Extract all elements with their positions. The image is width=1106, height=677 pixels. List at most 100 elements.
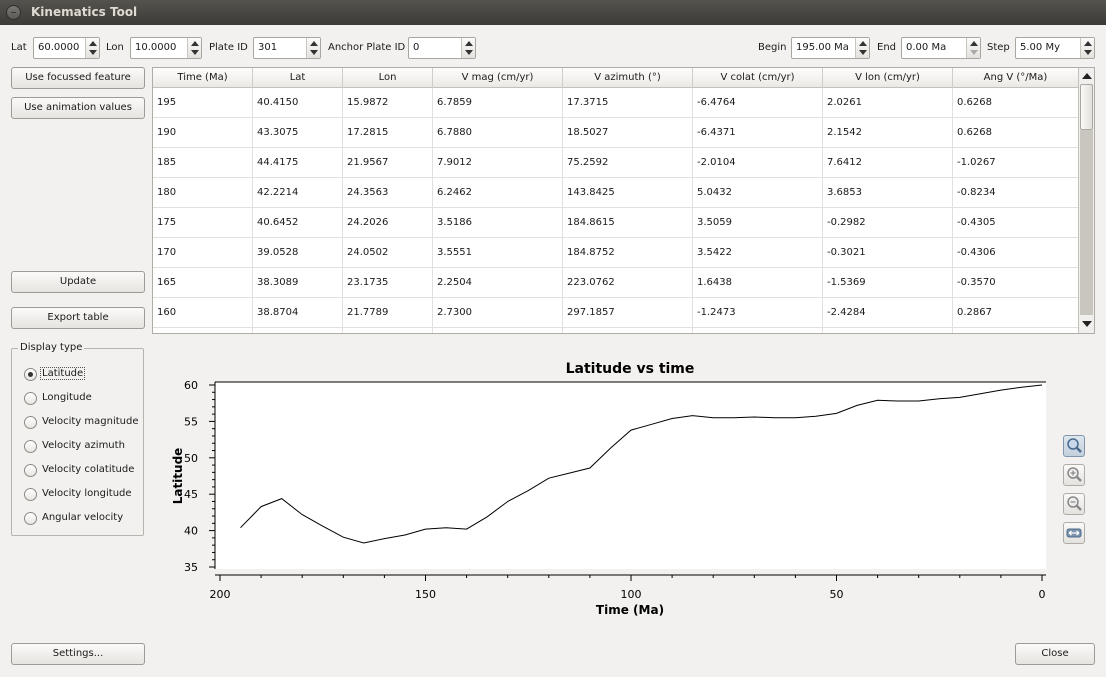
table-row[interactable]: 180 42.2214 24.3563 6.2462 143.8425 5.0432 3.6…: [153, 178, 1079, 208]
column-header-v-colat[interactable]: V colat (cm/yr): [693, 68, 823, 88]
table-row[interactable]: 160 38.8704 21.7789 2.7300 297.1857 -1.2473 -2…: [153, 298, 1079, 328]
table-cell[interactable]: 3.6853: [823, 178, 953, 208]
plate-id-spin-arrows[interactable]: [306, 38, 320, 58]
radio-circle-icon[interactable]: [24, 392, 37, 405]
table-cell[interactable]: 184.8752: [563, 238, 693, 268]
table-cell[interactable]: 5.0432: [693, 178, 823, 208]
table-cell[interactable]: 24.0502: [343, 238, 433, 268]
radio-label[interactable]: Velocity azimuth: [42, 440, 125, 451]
column-header-v-azimuth[interactable]: V azimuth (°): [563, 68, 693, 88]
radio-circle-icon[interactable]: [24, 512, 37, 525]
lat-value[interactable]: 60.0000: [38, 42, 80, 53]
table-row[interactable]: 175 40.6452 24.2026 3.5186 184.8615 3.5059 -0.…: [153, 208, 1079, 238]
radio-label[interactable]: Velocity colatitude: [42, 464, 135, 475]
table-cell[interactable]: 190: [153, 118, 253, 148]
table-cell-empty[interactable]: [153, 328, 253, 333]
table-cell[interactable]: 75.2592: [563, 148, 693, 178]
scroll-thumb[interactable]: [1080, 84, 1093, 130]
table-cell[interactable]: 0.6268: [953, 88, 1079, 118]
table-cell[interactable]: 44.4175: [253, 148, 343, 178]
table-cell-empty[interactable]: [253, 328, 343, 333]
table-cell[interactable]: 38.3089: [253, 268, 343, 298]
table-cell-empty[interactable]: [693, 328, 823, 333]
table-cell[interactable]: 21.9567: [343, 148, 433, 178]
table-cell[interactable]: 2.0261: [823, 88, 953, 118]
table-cell[interactable]: 3.5422: [693, 238, 823, 268]
table-cell[interactable]: 17.2815: [343, 118, 433, 148]
column-header-ang-v[interactable]: Ang V (°/Ma): [953, 68, 1079, 88]
lon-value[interactable]: 10.0000: [135, 42, 177, 53]
table-cell[interactable]: 6.7859: [433, 88, 563, 118]
column-header-v-mag[interactable]: V mag (cm/yr): [433, 68, 563, 88]
table-cell-empty[interactable]: [953, 328, 1079, 333]
radio-label[interactable]: Longitude: [42, 392, 92, 403]
use-animation-values-button[interactable]: Use animation values: [11, 97, 145, 119]
begin-spinbox[interactable]: 195.00 Ma: [791, 37, 870, 59]
begin-spin-arrows[interactable]: [855, 38, 869, 58]
table-cell[interactable]: 195: [153, 88, 253, 118]
radio-circle-icon[interactable]: [24, 464, 37, 477]
table-cell[interactable]: 143.8425: [563, 178, 693, 208]
column-header-lat[interactable]: Lat: [253, 68, 343, 88]
table-cell[interactable]: -1.2473: [693, 298, 823, 328]
lat-spin-arrows[interactable]: [85, 38, 99, 58]
end-spin-arrows[interactable]: [966, 38, 980, 58]
table-row[interactable]: 185 44.4175 21.9567 7.9012 75.2592 -2.0104 7.6…: [153, 148, 1079, 178]
radio-circle-icon[interactable]: [24, 416, 37, 429]
table-cell[interactable]: 42.2214: [253, 178, 343, 208]
anchor-plate-id-spinbox[interactable]: 0: [408, 37, 476, 59]
table-cell[interactable]: 0.2867: [953, 298, 1079, 328]
table-row[interactable]: 190 43.3075 17.2815 6.7880 18.5027 -6.4371 2.1…: [153, 118, 1079, 148]
table-cell[interactable]: 0.6268: [953, 118, 1079, 148]
column-header-time[interactable]: Time (Ma): [153, 68, 253, 88]
table-cell[interactable]: 170: [153, 238, 253, 268]
close-button[interactable]: Close: [1015, 643, 1095, 665]
table-cell[interactable]: -0.8234: [953, 178, 1079, 208]
table-cell[interactable]: 38.8704: [253, 298, 343, 328]
table-cell[interactable]: 6.2462: [433, 178, 563, 208]
zoom-select-tool[interactable]: [1063, 435, 1085, 457]
table-row[interactable]: 170 39.0528 24.0502 3.5551 184.8752 3.5422 -0.…: [153, 238, 1079, 268]
step-spinbox[interactable]: 5.00 My: [1015, 37, 1095, 59]
radio-label[interactable]: Velocity longitude: [42, 488, 132, 499]
table-cell[interactable]: 175: [153, 208, 253, 238]
table-cell[interactable]: 1.6438: [693, 268, 823, 298]
table-row-partial[interactable]: [153, 328, 1079, 333]
table-cell[interactable]: -1.5369: [823, 268, 953, 298]
zoom-in-tool[interactable]: [1063, 464, 1085, 486]
step-spin-arrows[interactable]: [1080, 38, 1094, 58]
use-focussed-feature-button[interactable]: Use focussed feature: [11, 67, 145, 89]
table-cell[interactable]: -0.4306: [953, 238, 1079, 268]
table-row[interactable]: 165 38.3089 23.1735 2.2504 223.0762 1.6438 -1.…: [153, 268, 1079, 298]
table-cell[interactable]: 40.4150: [253, 88, 343, 118]
table-cell[interactable]: 6.7880: [433, 118, 563, 148]
column-header-lon[interactable]: Lon: [343, 68, 433, 88]
anchor-spin-arrows[interactable]: [461, 38, 475, 58]
plate-id-spinbox[interactable]: 301: [253, 37, 321, 59]
table-cell[interactable]: 24.2026: [343, 208, 433, 238]
table-vertical-scrollbar[interactable]: [1078, 68, 1094, 333]
table-cell[interactable]: -0.4305: [953, 208, 1079, 238]
table-cell[interactable]: 21.7789: [343, 298, 433, 328]
column-header-v-lon[interactable]: V lon (cm/yr): [823, 68, 953, 88]
table-cell[interactable]: 3.5059: [693, 208, 823, 238]
table-cell[interactable]: 39.0528: [253, 238, 343, 268]
export-table-button[interactable]: Export table: [11, 307, 145, 329]
table-cell[interactable]: 180: [153, 178, 253, 208]
update-button[interactable]: Update: [11, 271, 145, 293]
settings-button[interactable]: Settings...: [11, 643, 145, 665]
window-close-icon[interactable]: [6, 5, 21, 20]
table-cell[interactable]: -2.0104: [693, 148, 823, 178]
radio-label[interactable]: Velocity magnitude: [42, 416, 139, 427]
scroll-up-icon[interactable]: [1082, 73, 1092, 79]
zoom-out-tool[interactable]: [1063, 493, 1085, 515]
step-value[interactable]: 5.00 My: [1020, 42, 1060, 53]
table-cell[interactable]: 160: [153, 298, 253, 328]
table-cell-empty[interactable]: [343, 328, 433, 333]
table-cell[interactable]: 17.3715: [563, 88, 693, 118]
table-cell[interactable]: -6.4371: [693, 118, 823, 148]
table-cell[interactable]: 2.7300: [433, 298, 563, 328]
table-cell-empty[interactable]: [433, 328, 563, 333]
lat-spinbox[interactable]: 60.0000: [33, 37, 100, 59]
table-cell[interactable]: 2.1542: [823, 118, 953, 148]
